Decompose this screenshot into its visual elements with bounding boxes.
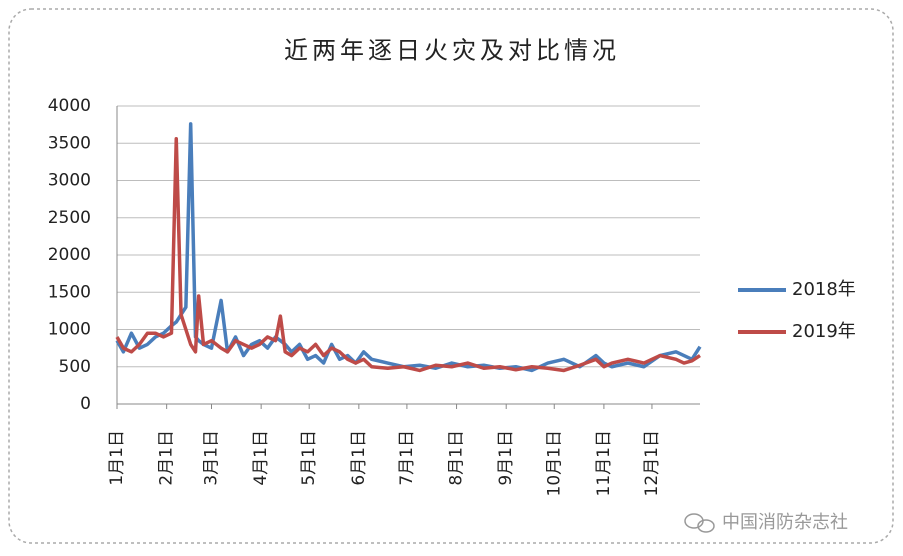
x-tick-label: 10月1日 — [544, 430, 564, 496]
legend-label: 2019年 — [792, 321, 856, 342]
y-tick-label: 2500 — [48, 208, 91, 228]
x-tick-label: 1月1日 — [107, 430, 127, 486]
y-tick-label: 1000 — [48, 320, 91, 340]
legend-label: 2018年 — [792, 279, 856, 300]
y-tick-label: 2000 — [48, 245, 91, 265]
chart-title: 近两年逐日火灾及对比情况 — [284, 37, 620, 65]
x-tick-label: 8月1日 — [447, 430, 467, 486]
x-tick-label: 12月1日 — [642, 430, 662, 496]
y-tick-label: 0 — [80, 394, 91, 414]
y-tick-label: 3500 — [48, 133, 91, 153]
y-tick-label: 1500 — [48, 282, 91, 302]
x-tick-label: 5月1日 — [299, 430, 319, 486]
watermark-icon — [684, 513, 715, 533]
x-tick-label: 4月1日 — [251, 430, 271, 486]
y-tick-label: 500 — [59, 357, 91, 377]
card — [8, 8, 894, 544]
x-tick-label: 6月1日 — [349, 430, 369, 486]
y-tick-label: 4000 — [48, 96, 91, 116]
y-tick-label: 3000 — [48, 171, 91, 191]
series-line — [115, 137, 701, 373]
x-tick-label: 3月1日 — [201, 430, 221, 486]
x-tick-label: 9月1日 — [496, 430, 516, 486]
x-tick-label: 7月1日 — [397, 430, 417, 486]
x-tick-label: 2月1日 — [157, 430, 177, 486]
watermark: 中国消防杂志社 — [722, 512, 848, 533]
x-tick-label: 11月1日 — [594, 430, 614, 496]
